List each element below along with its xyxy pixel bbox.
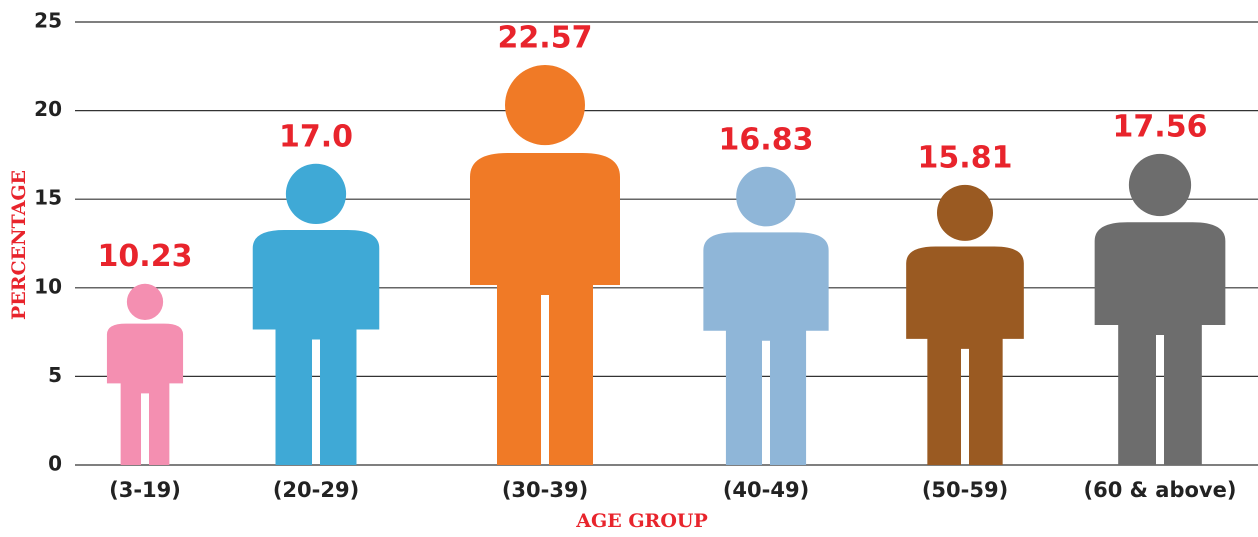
x-tick-label: (50-59)	[922, 478, 1008, 502]
value-label: 10.23	[98, 239, 193, 274]
y-tick-label: 10	[34, 274, 62, 298]
chart: AGE GROUP PERCENTAGE 0 5 10 15 20 25 (3-19) 10.…	[0, 0, 1258, 537]
figure	[906, 185, 1024, 465]
figure	[470, 65, 620, 465]
value-label: 16.83	[719, 122, 814, 157]
value-label: 22.57	[498, 21, 593, 56]
y-axis-title: PERCENTAGE	[8, 170, 30, 320]
value-label: 15.81	[918, 140, 1013, 175]
figure	[1095, 154, 1226, 465]
y-tick-label: 25	[34, 9, 62, 33]
y-tick-label: 5	[48, 363, 62, 387]
x-tick-label: (30-39)	[502, 478, 588, 502]
y-tick-label: 0	[48, 452, 62, 476]
value-label: 17.56	[1113, 109, 1208, 144]
y-tick-label: 20	[34, 97, 62, 121]
x-tick-label: (40-49)	[723, 478, 809, 502]
figure	[107, 284, 183, 465]
x-tick-label: (20-29)	[273, 478, 359, 502]
figure	[703, 167, 828, 465]
x-tick-label: (3-19)	[109, 478, 181, 502]
x-tick-label: (60 & above)	[1084, 478, 1237, 502]
y-tick-label: 15	[34, 186, 62, 210]
value-label: 17.0	[279, 119, 353, 154]
x-axis-title: AGE GROUP	[575, 510, 708, 532]
figure	[253, 164, 380, 465]
